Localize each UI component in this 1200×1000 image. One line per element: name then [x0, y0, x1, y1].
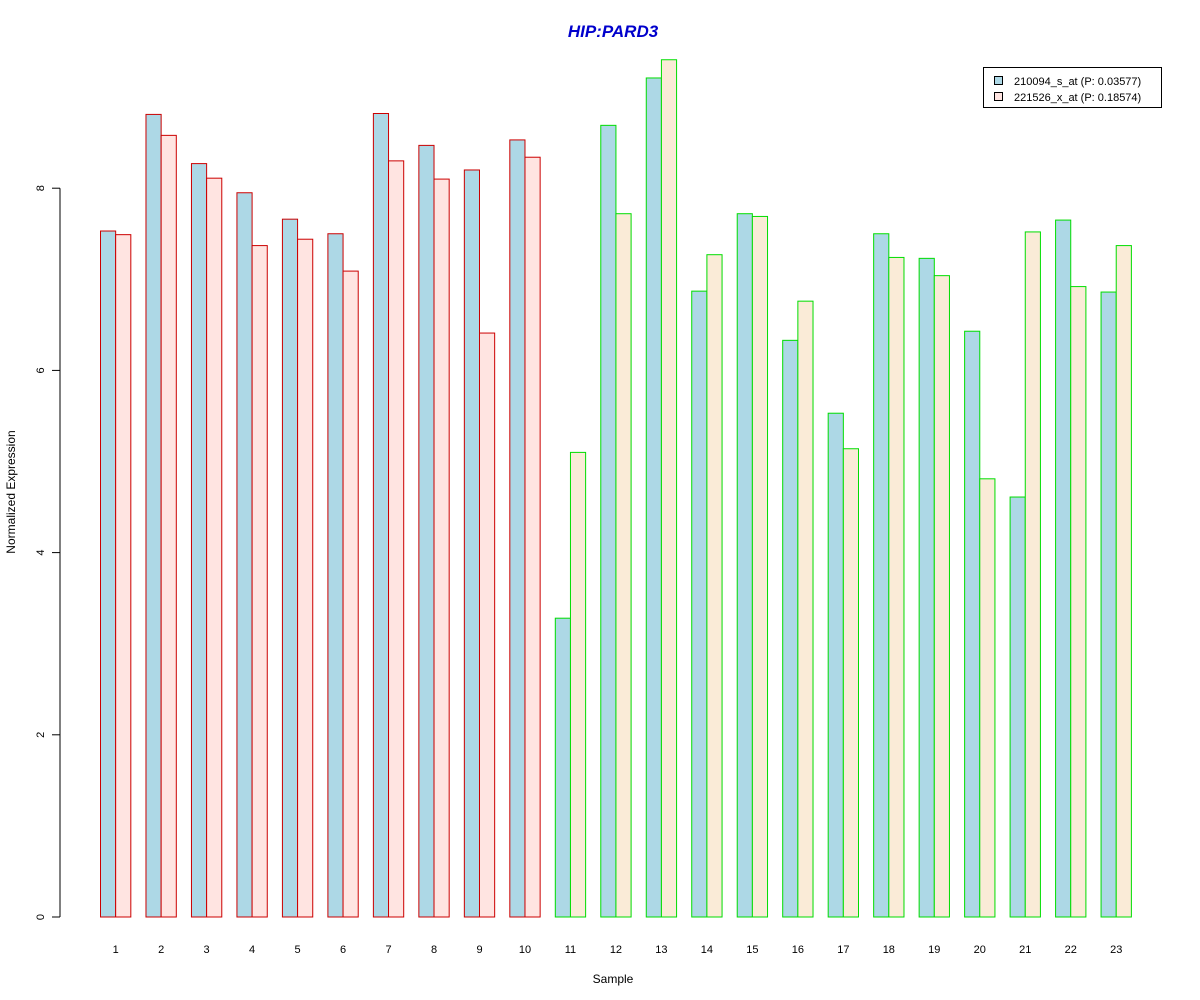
y-tick-label: 6	[35, 367, 47, 373]
legend-swatch	[994, 92, 1003, 101]
x-tick-label: 10	[519, 944, 531, 956]
bar-210094-s-at	[600, 124, 617, 918]
bar-210094-s-at	[372, 112, 390, 918]
x-tick-label: 20	[974, 944, 986, 956]
bar-210094-s-at	[736, 213, 753, 918]
bar-210094-s-at	[827, 412, 844, 918]
legend-label: 221526_x_at (P: 0.18574)	[1014, 92, 1141, 104]
legend-box	[983, 67, 1162, 108]
bar-221526-x-at	[706, 254, 723, 918]
x-tick-labels: 1 2 3 4 5 6 7 8 9 10 11 12 13 14 15 16 17 18 19 20 21 22 23	[113, 944, 1123, 956]
x-tick-label: 12	[610, 944, 622, 956]
bar-221526-x-at	[206, 177, 223, 918]
y-axis-label: Normalized Expression	[4, 430, 18, 553]
bar-210094-s-at	[1009, 496, 1026, 918]
x-tick-label: 18	[883, 944, 895, 956]
bar-221526-x-at	[842, 448, 860, 918]
x-tick-label: 7	[385, 944, 391, 956]
x-tick-label: 13	[655, 944, 667, 956]
bar-221526-x-at	[524, 156, 541, 918]
x-tick-label: 19	[928, 944, 940, 956]
x-tick-label: 21	[1019, 944, 1031, 956]
bar-221526-x-at	[479, 332, 496, 918]
x-tick-label: 3	[204, 944, 210, 956]
bar-221526-x-at	[888, 256, 905, 918]
x-tick-label: 15	[746, 944, 758, 956]
bar-221526-x-at	[569, 451, 587, 918]
bar-210094-s-at	[327, 233, 344, 918]
x-tick-label: 6	[340, 944, 346, 956]
bar-221526-x-at	[660, 59, 678, 918]
y-tick-label: 2	[35, 732, 47, 738]
x-axis-label: Sample	[593, 972, 634, 986]
bar-221526-x-at	[1024, 231, 1041, 918]
y-tick-label: 4	[35, 550, 47, 556]
y-tick-label: 0	[35, 914, 47, 920]
x-tick-label: 1	[113, 944, 119, 956]
bar-210094-s-at	[964, 330, 981, 918]
bar-210094-s-at	[100, 230, 117, 918]
bar-210094-s-at	[281, 218, 299, 918]
x-tick-label: 22	[1065, 944, 1077, 956]
legend-swatch	[994, 76, 1003, 85]
x-tick-label: 16	[792, 944, 804, 956]
bar-221526-x-at	[615, 213, 632, 918]
chart-title: HIP:PARD3	[568, 22, 659, 41]
x-tick-label: 8	[431, 944, 437, 956]
legend: 210094_s_at (P: 0.03577) 221526_x_at (P: …	[983, 67, 1162, 108]
bar-210094-s-at	[782, 339, 799, 918]
x-tick-label: 9	[476, 944, 482, 956]
bar-221526-x-at	[751, 215, 769, 918]
x-tick-label: 2	[158, 944, 164, 956]
x-tick-label: 17	[837, 944, 849, 956]
bar-210094-s-at	[873, 233, 890, 918]
bar-221526-x-at	[115, 234, 132, 918]
bar-221526-x-at	[160, 134, 177, 918]
x-tick-label: 5	[295, 944, 301, 956]
bars-group	[100, 59, 1132, 918]
bar-210094-s-at	[463, 169, 480, 918]
bar-210094-s-at	[145, 113, 162, 918]
bar-210094-s-at	[190, 163, 208, 918]
bar-210094-s-at	[236, 192, 253, 918]
bar-221526-x-at	[979, 478, 996, 918]
x-tick-label: 11	[565, 944, 576, 956]
bar-210094-s-at	[691, 290, 708, 918]
bar-210094-s-at	[554, 617, 571, 918]
bar-221526-x-at	[388, 160, 405, 918]
x-tick-label: 4	[249, 944, 255, 956]
bar-221526-x-at	[933, 275, 950, 918]
legend-label: 210094_s_at (P: 0.03577)	[1014, 76, 1141, 88]
bar-210094-s-at	[1100, 291, 1117, 918]
bar-221526-x-at	[797, 300, 814, 918]
bar-221526-x-at	[1115, 245, 1132, 918]
y-axis: 0 2 4 6 8	[35, 185, 61, 920]
bar-221526-x-at	[433, 178, 450, 918]
bar-210094-s-at	[1055, 219, 1072, 918]
bar-210094-s-at	[645, 77, 662, 918]
x-tick-label: 23	[1110, 944, 1122, 956]
bar-221526-x-at	[342, 270, 359, 918]
bar-221526-x-at	[297, 238, 314, 918]
bar-210094-s-at	[509, 139, 526, 918]
x-tick-label: 14	[701, 944, 713, 956]
bar-210094-s-at	[418, 144, 435, 918]
bar-210094-s-at	[918, 257, 935, 918]
bar-221526-x-at	[251, 245, 268, 918]
y-tick-label: 8	[35, 185, 47, 191]
bar-221526-x-at	[1070, 286, 1087, 918]
